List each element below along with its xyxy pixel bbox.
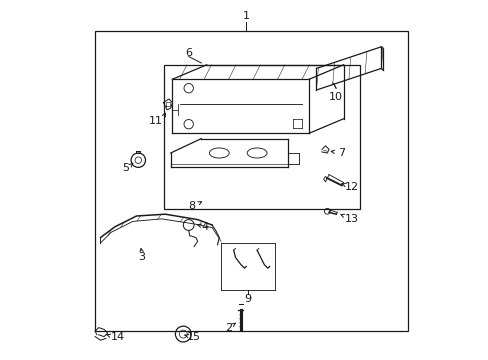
Text: 2: 2	[224, 323, 231, 333]
Bar	[163, 65, 359, 209]
Text: 10: 10	[328, 92, 343, 102]
Text: 7: 7	[337, 148, 345, 158]
Text: 6: 6	[185, 48, 192, 58]
Text: 3: 3	[138, 252, 145, 262]
Text: 8: 8	[188, 201, 196, 211]
Text: 1: 1	[243, 11, 249, 21]
Text: 11: 11	[149, 116, 163, 126]
Text: 4: 4	[201, 222, 208, 232]
Text: 5: 5	[122, 163, 129, 173]
Text: 13: 13	[344, 213, 358, 224]
Bar	[95, 31, 407, 331]
Text: 12: 12	[344, 182, 358, 192]
Text: 15: 15	[186, 332, 200, 342]
Text: 9: 9	[244, 294, 251, 304]
Text: 14: 14	[110, 332, 124, 342]
